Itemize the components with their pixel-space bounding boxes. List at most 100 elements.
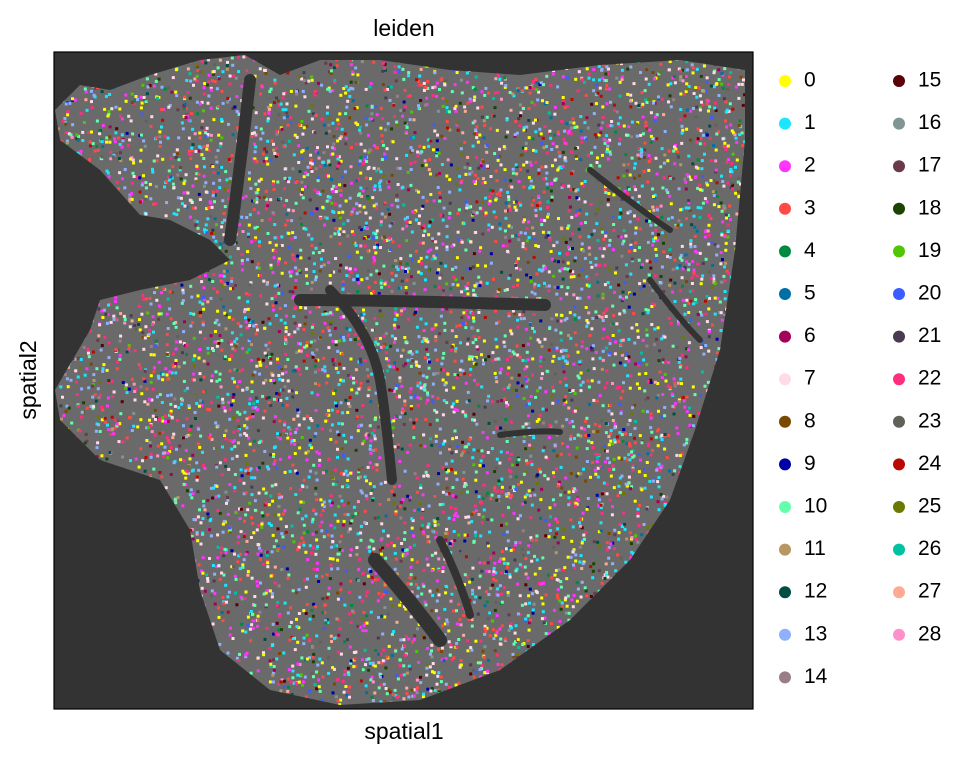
speckle <box>542 177 546 181</box>
speckle <box>298 270 302 274</box>
speckle <box>265 199 269 203</box>
speckle <box>267 317 271 321</box>
speckle <box>250 132 254 136</box>
speckle <box>605 369 609 373</box>
speckle <box>290 389 294 393</box>
speckle <box>314 150 318 154</box>
speckle <box>342 230 346 234</box>
speckle <box>693 234 697 238</box>
speckle <box>574 256 578 260</box>
speckle <box>236 560 240 564</box>
speckle <box>563 566 567 570</box>
speckle <box>431 524 435 528</box>
speckle <box>530 83 534 87</box>
speckle <box>368 85 372 89</box>
speckle <box>169 446 173 450</box>
speckle <box>277 330 281 334</box>
speckle <box>636 514 640 518</box>
speckle <box>706 146 710 150</box>
speckle <box>151 170 155 174</box>
speckle <box>264 71 268 75</box>
speckle <box>206 351 210 355</box>
speckle <box>327 261 331 264</box>
speckle <box>430 218 434 222</box>
speckle <box>269 361 273 365</box>
speckle <box>305 458 309 462</box>
speckle <box>406 450 410 454</box>
speckle <box>600 447 604 451</box>
speckle <box>256 624 260 628</box>
speckle <box>504 570 508 574</box>
speckle <box>213 321 217 325</box>
speckle <box>372 485 376 489</box>
speckle <box>339 159 343 163</box>
speckle <box>570 150 574 154</box>
speckle <box>374 649 378 652</box>
speckle <box>494 215 498 219</box>
speckle <box>87 351 90 355</box>
speckle <box>220 119 224 123</box>
speckle <box>316 151 320 155</box>
speckle <box>302 175 306 179</box>
speckle <box>698 188 702 192</box>
speckle <box>362 162 366 166</box>
speckle <box>691 260 695 263</box>
speckle <box>114 300 117 303</box>
speckle <box>452 386 456 390</box>
speckle <box>723 141 727 145</box>
speckle <box>262 651 265 655</box>
speckle <box>355 250 359 254</box>
speckle <box>512 655 516 659</box>
speckle <box>585 116 589 120</box>
speckle <box>551 142 555 146</box>
speckle <box>626 92 630 96</box>
speckle <box>585 416 589 420</box>
speckle <box>259 581 262 585</box>
speckle <box>353 267 357 271</box>
speckle <box>364 594 368 598</box>
speckle <box>642 169 646 173</box>
speckle <box>373 434 376 438</box>
speckle <box>532 285 536 289</box>
speckle <box>728 204 732 208</box>
speckle <box>568 501 572 505</box>
speckle <box>105 136 109 140</box>
speckle <box>455 399 459 403</box>
speckle <box>294 469 298 473</box>
speckle <box>681 79 685 83</box>
speckle <box>519 111 523 115</box>
speckle <box>344 199 348 203</box>
speckle <box>598 78 601 82</box>
speckle <box>524 602 528 606</box>
speckle <box>105 457 109 461</box>
speckle <box>339 652 343 656</box>
speckle <box>657 97 660 101</box>
speckle <box>70 421 74 425</box>
speckle <box>435 682 439 686</box>
speckle <box>724 148 728 151</box>
speckle <box>412 534 415 538</box>
speckle <box>379 279 383 283</box>
speckle <box>552 545 556 549</box>
speckle <box>212 273 216 276</box>
speckle <box>395 120 399 124</box>
speckle <box>637 104 641 108</box>
speckle <box>498 559 501 563</box>
speckle <box>144 195 148 199</box>
speckle <box>266 204 270 208</box>
speckle <box>151 167 154 171</box>
speckle <box>509 329 513 333</box>
speckle <box>104 420 107 424</box>
speckle <box>174 156 178 159</box>
speckle <box>266 561 270 565</box>
speckle <box>632 185 636 189</box>
speckle <box>587 424 591 428</box>
speckle <box>147 332 151 336</box>
speckle <box>561 96 565 99</box>
speckle <box>375 269 379 273</box>
speckle <box>651 231 655 235</box>
speckle <box>646 180 650 184</box>
speckle <box>362 439 366 443</box>
speckle <box>114 296 118 300</box>
speckle <box>235 95 239 99</box>
